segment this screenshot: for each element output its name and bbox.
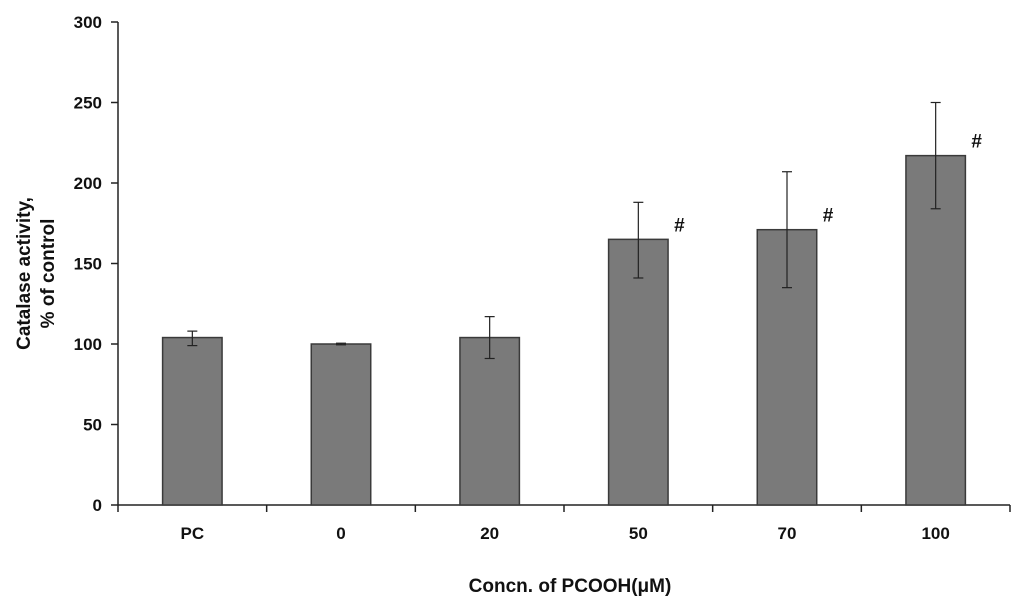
x-tick-label: PC [181, 524, 205, 543]
x-tick-label: 20 [480, 524, 499, 543]
bar-50 [607, 238, 669, 506]
y-tick-label: 100 [74, 335, 102, 354]
x-tick-label: 0 [336, 524, 345, 543]
error-bars [187, 101, 941, 360]
error-bar-20 [484, 316, 495, 360]
error-bar-70 [782, 171, 792, 289]
x-axis-title: Concn. of PCOOH(μM) [469, 576, 672, 597]
y-axis-ticks: 0 50 100 150 200 250 300 [74, 13, 118, 515]
annotations: # # # [674, 132, 982, 237]
error-bar-0 [336, 342, 346, 346]
x-tick-label: 100 [921, 524, 949, 543]
error-bar-100 [930, 101, 941, 210]
y-tick-label: 250 [74, 94, 102, 113]
error-bar-50 [633, 201, 644, 279]
x-axis-ticks: PC 0 20 50 70 100 [117, 505, 1011, 543]
y-tick-label: 0 [93, 496, 102, 515]
significance-mark: # [971, 132, 982, 153]
axes [117, 22, 1010, 506]
significance-mark: # [823, 206, 834, 227]
x-tick-label: 50 [629, 524, 648, 543]
y-axis-title-line: Catalase activity, [14, 197, 35, 350]
y-tick-label: 200 [74, 174, 102, 193]
y-tick-label: 150 [74, 255, 102, 274]
error-bar-PC [187, 330, 198, 347]
bars [161, 154, 967, 506]
y-tick-label: 300 [74, 13, 102, 32]
bar-20 [459, 336, 521, 506]
y-axis-title: Catalase activity,% of control [14, 197, 59, 350]
y-axis-title-line: % of control [38, 219, 59, 329]
bar-PC [161, 336, 223, 506]
significance-mark: # [674, 215, 685, 236]
y-tick-label: 50 [83, 416, 102, 435]
x-tick-label: 70 [778, 524, 797, 543]
bar-0 [310, 343, 372, 506]
